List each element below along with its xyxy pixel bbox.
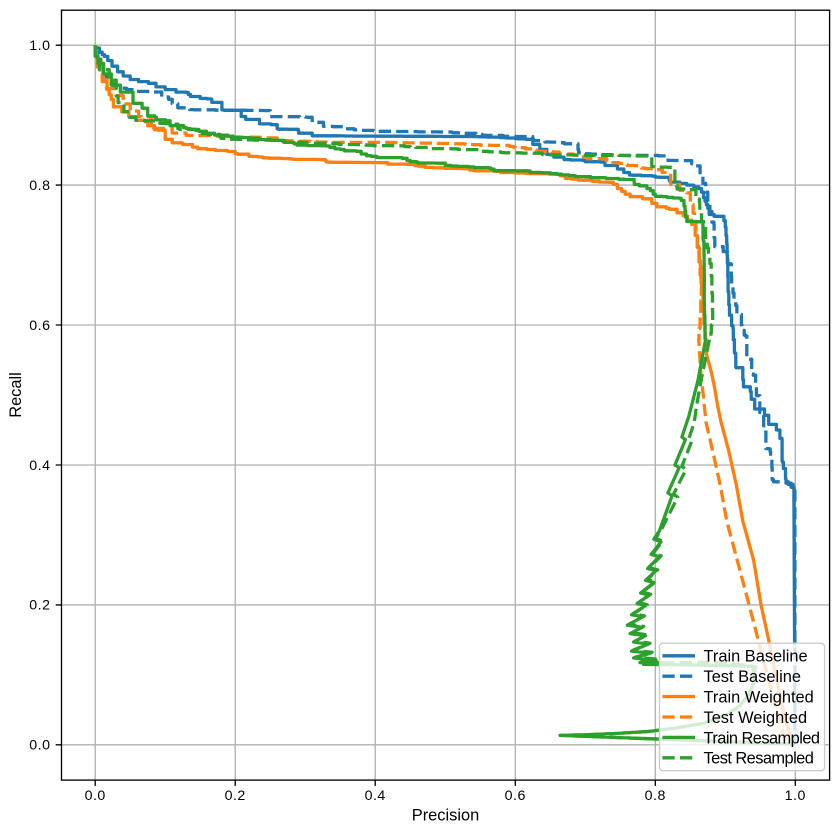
svg-text:0.8: 0.8 <box>645 788 666 804</box>
svg-text:Test Resampled: Test Resampled <box>704 750 814 768</box>
svg-text:Train Resampled: Train Resampled <box>704 729 820 747</box>
svg-text:1.0: 1.0 <box>785 788 806 804</box>
svg-text:Test Baseline: Test Baseline <box>704 668 802 686</box>
svg-text:Test Weighted: Test Weighted <box>704 709 808 727</box>
svg-text:0.2: 0.2 <box>29 598 50 614</box>
svg-text:0.4: 0.4 <box>29 458 50 474</box>
svg-text:Train Weighted: Train Weighted <box>704 689 814 707</box>
svg-text:1.0: 1.0 <box>29 38 50 54</box>
svg-text:Train Baseline: Train Baseline <box>704 648 808 666</box>
svg-text:0.8: 0.8 <box>29 178 50 194</box>
svg-text:Precision: Precision <box>412 807 479 825</box>
svg-text:Recall: Recall <box>7 372 25 418</box>
svg-text:0.2: 0.2 <box>225 788 246 804</box>
svg-text:0.0: 0.0 <box>29 738 50 754</box>
svg-text:0.4: 0.4 <box>365 788 386 804</box>
svg-text:0.0: 0.0 <box>85 788 106 804</box>
svg-text:0.6: 0.6 <box>29 318 50 334</box>
svg-text:0.6: 0.6 <box>505 788 526 804</box>
